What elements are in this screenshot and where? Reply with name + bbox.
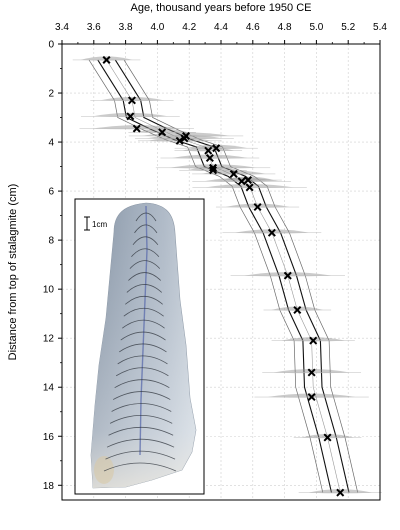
- growth-line: [122, 319, 165, 329]
- x-tick-label: 4.4: [214, 22, 228, 33]
- x-tick-label: 3.4: [55, 22, 69, 33]
- data-point: [336, 488, 345, 497]
- data-point: [237, 177, 246, 186]
- data-point: [307, 368, 316, 377]
- data-point: [212, 144, 221, 153]
- data-point: [253, 203, 262, 212]
- y-tick-label: 2: [48, 89, 54, 100]
- x-tick-label: 3.8: [119, 22, 133, 33]
- growth-line: [126, 284, 162, 293]
- data-point: [127, 96, 136, 105]
- x-tick-label: 5.0: [309, 22, 323, 33]
- growth-line: [134, 224, 158, 234]
- outer-envelope-right: [123, 59, 359, 493]
- data-point: [245, 183, 254, 192]
- y-tick-label: 12: [43, 334, 55, 345]
- x-tick-label: 5.4: [373, 22, 387, 33]
- growth-line: [115, 367, 169, 377]
- y-tick-label: 14: [43, 383, 55, 394]
- growth-line: [129, 260, 161, 269]
- growth-line: [131, 248, 160, 257]
- scale-bar: 1cm: [84, 216, 107, 231]
- stalagmite-inset: 1cm: [74, 198, 205, 495]
- data-point: [209, 166, 218, 175]
- x-axis-ticks: 3.4 3.6 3.8 4.0 4.2 4.4 4.6 4.8 5.0 5.2 5.4: [55, 22, 387, 44]
- data-point: [267, 228, 276, 237]
- data-point: [205, 153, 214, 163]
- y-tick-label: 6: [48, 187, 54, 198]
- data-point: [204, 146, 213, 155]
- y-tick-label: 16: [43, 432, 55, 443]
- y-tick-label: 4: [48, 138, 54, 149]
- y-tick-label: 18: [43, 481, 55, 492]
- growth-line: [119, 343, 167, 353]
- inner-envelope-right: [114, 59, 350, 493]
- data-point: [182, 131, 191, 140]
- y-tick-label: 10: [43, 285, 55, 296]
- x-axis-label: Age, thousand years before 1950 CE: [130, 2, 311, 14]
- data-point: [244, 176, 253, 185]
- growth-line: [123, 307, 164, 317]
- growth-line: [125, 295, 163, 305]
- growth-line: [106, 438, 175, 448]
- data-point: [293, 305, 302, 315]
- x-tick-label: 4.0: [150, 22, 164, 33]
- data-point: [132, 124, 141, 133]
- y-tick-label: 8: [48, 236, 54, 247]
- growth-line: [109, 415, 173, 424]
- growth-line: [112, 391, 171, 400]
- data-point: [309, 336, 318, 345]
- y-tick-label: 0: [48, 40, 54, 51]
- data-point: [283, 271, 292, 280]
- growth-line: [128, 272, 162, 281]
- growth-line: [103, 462, 177, 472]
- data-point: [158, 128, 167, 137]
- growth-line: [117, 355, 168, 365]
- data-point: [126, 112, 135, 121]
- x-tick-label: 4.6: [246, 22, 260, 33]
- x-tick-label: 4.2: [182, 22, 196, 33]
- growth-line: [105, 450, 176, 460]
- growth-line: [114, 379, 170, 389]
- x-tick-label: 5.2: [341, 22, 355, 33]
- growth-line: [111, 403, 172, 412]
- data-point: [175, 136, 184, 145]
- data-point: [323, 433, 332, 442]
- x-tick-label: 4.8: [278, 22, 292, 33]
- growth-line: [120, 331, 166, 341]
- growth-line: [108, 426, 174, 436]
- data-point: [209, 163, 218, 172]
- growth-line: [135, 212, 157, 222]
- data-points: [102, 55, 345, 497]
- y-axis-label: Distance from top of stalagmite (cm): [7, 184, 19, 361]
- data-point: [102, 55, 111, 64]
- inner-envelope-left: [97, 59, 333, 493]
- x-tick-label: 3.6: [87, 22, 101, 33]
- y-axis-ticks: 0 2 4 6 8 10 12 14 16 18: [43, 40, 62, 492]
- growth-lines: [103, 212, 177, 472]
- data-point: [229, 169, 238, 178]
- growth-line: [132, 236, 159, 246]
- data-point: [307, 393, 316, 402]
- scale-bar-label: 1cm: [92, 220, 107, 229]
